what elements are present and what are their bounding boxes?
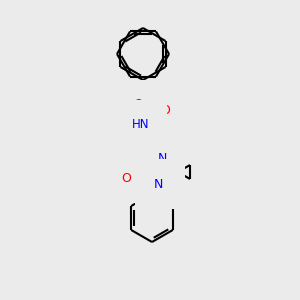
Text: HN: HN: [132, 118, 150, 130]
Text: N: N: [153, 178, 163, 190]
Text: N: N: [157, 152, 167, 164]
Text: O: O: [133, 98, 143, 112]
Text: N: N: [138, 148, 148, 161]
Text: S: S: [148, 101, 156, 115]
Text: O: O: [121, 172, 131, 184]
Text: O: O: [160, 104, 170, 118]
